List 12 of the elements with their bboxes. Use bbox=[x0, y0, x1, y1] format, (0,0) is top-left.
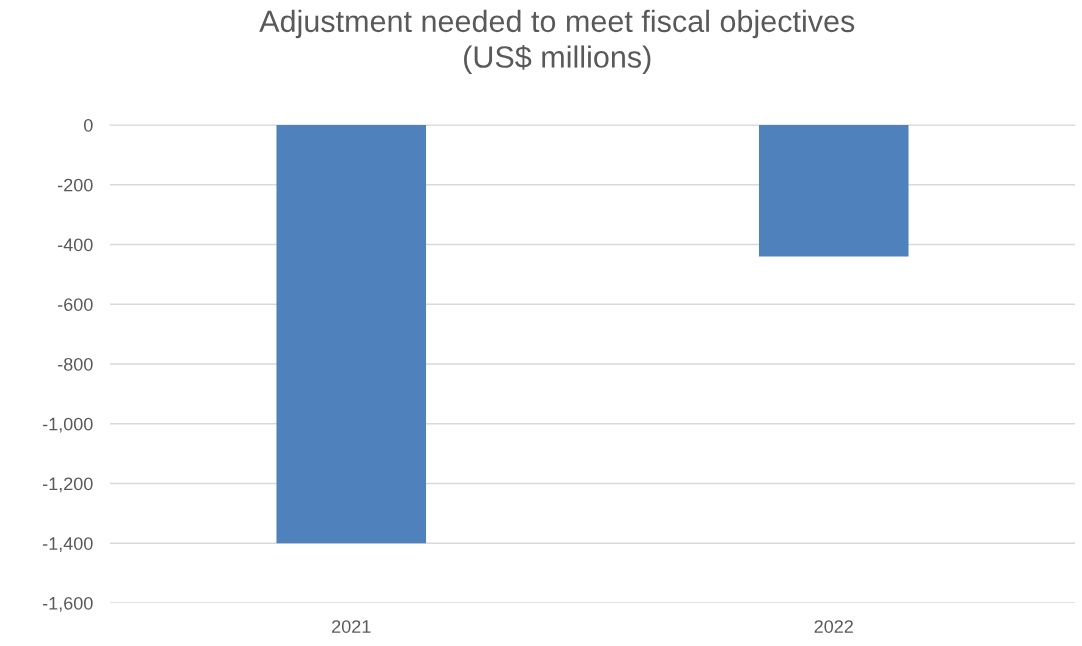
y-tick-label: -200 bbox=[58, 178, 93, 192]
y-tick-label: 0 bbox=[84, 118, 93, 132]
x-tick-label: 2022 bbox=[814, 620, 853, 633]
y-tick-label: -1,000 bbox=[42, 417, 93, 433]
chart-title: Adjustment needed to meet fiscal objectives (US$ millions) bbox=[259, 9, 855, 74]
y-tick-label: -1,600 bbox=[42, 596, 93, 612]
y-tick-label: -800 bbox=[58, 357, 93, 371]
x-tick-label: 2021 bbox=[332, 620, 371, 633]
y-tick-label: -1,400 bbox=[42, 537, 93, 553]
y-tick-label: -600 bbox=[58, 298, 93, 311]
y-tick-label: -400 bbox=[58, 238, 93, 252]
y-tick-label: -1,200 bbox=[42, 477, 93, 493]
